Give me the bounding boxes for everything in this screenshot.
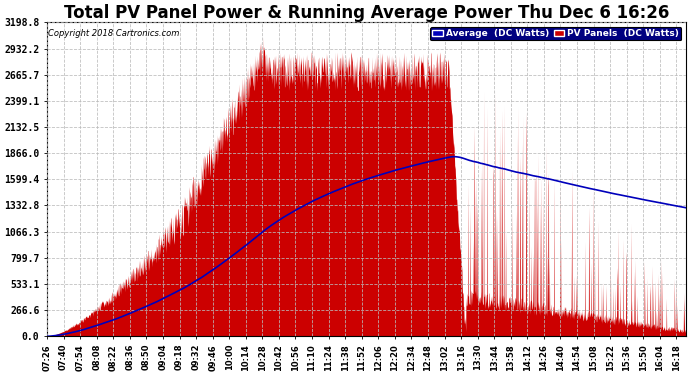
Title: Total PV Panel Power & Running Average Power Thu Dec 6 16:26: Total PV Panel Power & Running Average P… xyxy=(63,4,669,22)
Text: Copyright 2018 Cartronics.com: Copyright 2018 Cartronics.com xyxy=(48,28,179,38)
Legend: Average  (DC Watts), PV Panels  (DC Watts): Average (DC Watts), PV Panels (DC Watts) xyxy=(430,27,681,40)
